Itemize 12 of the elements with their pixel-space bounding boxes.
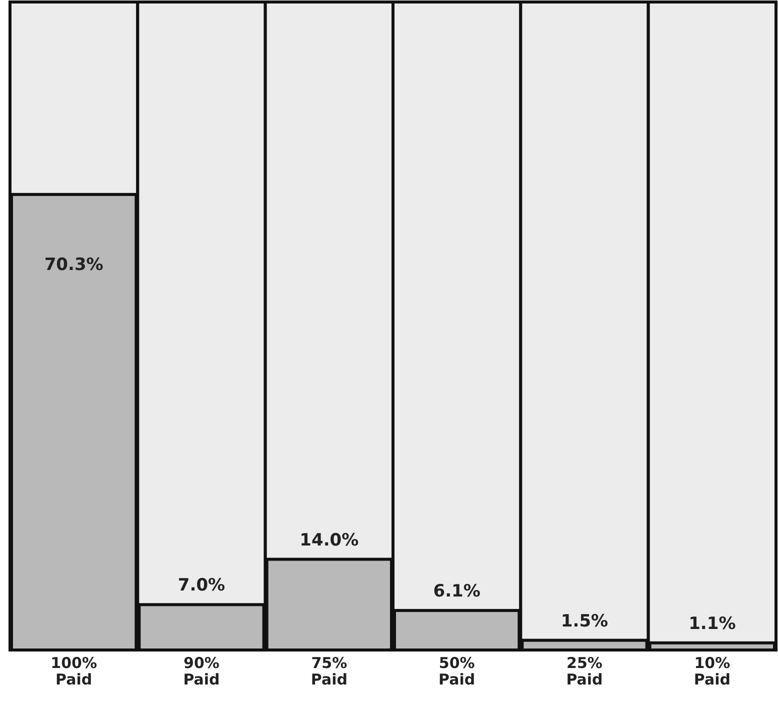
x-tick-label: 25% Paid [566, 654, 603, 688]
data-label: 70.3% [44, 255, 104, 275]
data-label: 1.1% [688, 614, 736, 634]
data-label: 1.5% [560, 611, 608, 632]
data-label: 14.0% [300, 530, 359, 550]
x-tick-label: 10% Paid [694, 654, 730, 688]
x-tick-label: 50% Paid [438, 654, 476, 688]
x-tick-label: 90% Paid [183, 654, 220, 688]
data-label: 7.0% [178, 576, 226, 596]
x-tick-label: 75% Paid [310, 654, 348, 688]
data-label: 6.1% [433, 581, 480, 602]
x-tick-label: 100% Paid [50, 654, 98, 688]
